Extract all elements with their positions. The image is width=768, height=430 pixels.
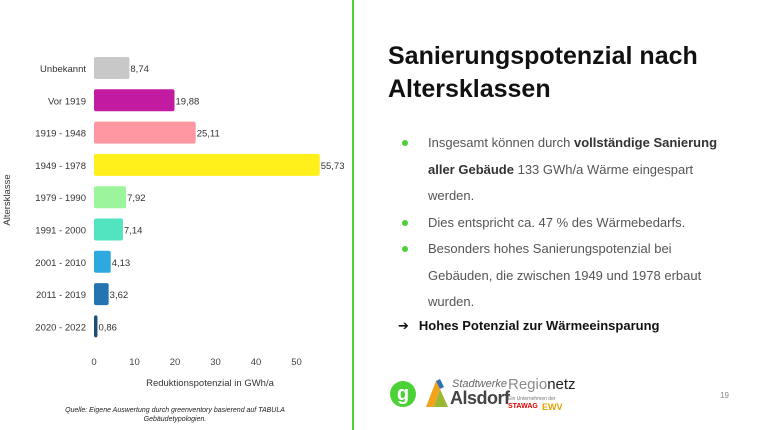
category-label: Unbekannt: [40, 64, 86, 75]
x-axis-label: Reduktionspotenzial in GWh/a: [146, 378, 275, 389]
logo-bar: g Stadtwerke Alsdorf Regionetz Ein Unter…: [390, 376, 580, 412]
bar: [94, 153, 320, 176]
tick-label: 50: [291, 357, 302, 368]
regionetz-prefix: Regio: [508, 376, 548, 393]
y-axis-label: Altersklasse: [2, 174, 13, 225]
data-label: 19,88: [176, 96, 200, 107]
bullet-bold-text: vollständige Sanierung aller Gebäude: [428, 135, 718, 177]
data-label: 25,11: [197, 129, 220, 140]
conclusion-text: Hohes Potenzial zur Wärmeeinsparung: [418, 318, 660, 333]
category-label: 1919 - 1948: [35, 129, 86, 140]
data-label: 4,13: [112, 258, 131, 269]
category-label: 2001 - 2010: [35, 258, 86, 269]
greenventory-logo: g: [390, 381, 416, 407]
page-number: 19: [720, 391, 729, 400]
bar: [94, 89, 175, 112]
data-label: 7,14: [124, 226, 142, 237]
bullet-text: Dies entspricht ca. 47 % des Wärmebedarf…: [428, 214, 686, 230]
stadtwerke-label: Stadtwerke: [452, 378, 508, 390]
category-label: 1991 - 2000: [35, 226, 86, 237]
chart-panel: Unbekannt 8,74 Vor 1919 19,88 1919 - 1948 25,…: [0, 0, 352, 430]
alsdorf-label: Alsdorf: [450, 388, 510, 408]
conclusion: ➔ Hohes Potenzial zur Wärmeeinsparung: [398, 318, 659, 334]
category-label: 2011 - 2019: [36, 290, 86, 301]
category-label: 2020 - 2022: [35, 322, 86, 333]
bullet-text: Besonders hohes Sanierungspotenzial bei …: [428, 241, 702, 309]
data-label: 3,62: [110, 290, 129, 301]
bar: [94, 315, 98, 338]
regionetz-logo: Regionetz: [508, 376, 576, 393]
data-label: 55,73: [321, 161, 345, 172]
divider-line: [352, 0, 354, 430]
bar: [94, 57, 130, 79]
bullet-dot-icon: [402, 246, 408, 252]
bar: [94, 283, 109, 306]
ewv-logo: EWV: [542, 402, 563, 412]
arrow-right-icon: ➔: [398, 318, 409, 333]
bullet-item-3: Besonders hohes Sanierungspotenzial bei …: [402, 236, 732, 316]
stadtwerke-alsdorf-logo-icon: [426, 379, 448, 407]
tick-label: 20: [170, 357, 181, 368]
category-label: 1949 - 1978: [35, 161, 86, 172]
bar-chart: Unbekannt 8,74 Vor 1919 19,88 1919 - 1948 25,…: [2, 57, 345, 389]
tick-label: 40: [251, 357, 262, 368]
tick-label: 0: [91, 357, 96, 368]
bullet-dot-icon: [402, 219, 408, 226]
source-note: Quelle: Eigene Auswertung durch greenven…: [65, 407, 285, 423]
regionetz-suffix: netz: [547, 376, 576, 393]
data-label: 8,74: [130, 64, 149, 75]
tick-label: 10: [129, 357, 140, 368]
bullet-dot-icon: [402, 140, 408, 146]
bar: [94, 121, 196, 144]
bullet-text: Insgesamt können durch: [428, 135, 574, 150]
bullet-item-1: Insgesamt können durch vollständige Sani…: [402, 130, 732, 210]
stawag-logo: STAWAG: [508, 403, 538, 410]
bar: [94, 218, 123, 241]
page-title: Sanierungspotenzial nach Altersklassen: [388, 42, 698, 103]
bullet-item-2: Dies entspricht ca. 47 % des Wärmebedarf…: [402, 210, 732, 237]
tick-label: 30: [210, 357, 221, 368]
regionetz-subtitle: Ein Unternehmen der: [508, 396, 556, 402]
data-label: 0,86: [98, 322, 117, 333]
category-label: Vor 1919: [48, 96, 86, 107]
category-label: 1979 - 1990: [35, 193, 86, 204]
bar: [94, 186, 127, 209]
bar: [94, 250, 111, 273]
bullet-text: 133 GWh/a Wärme eingespart werden.: [428, 161, 694, 204]
bullet-list: Insgesamt können durch vollständige Sani…: [402, 130, 732, 316]
data-label: 7,92: [127, 193, 145, 204]
